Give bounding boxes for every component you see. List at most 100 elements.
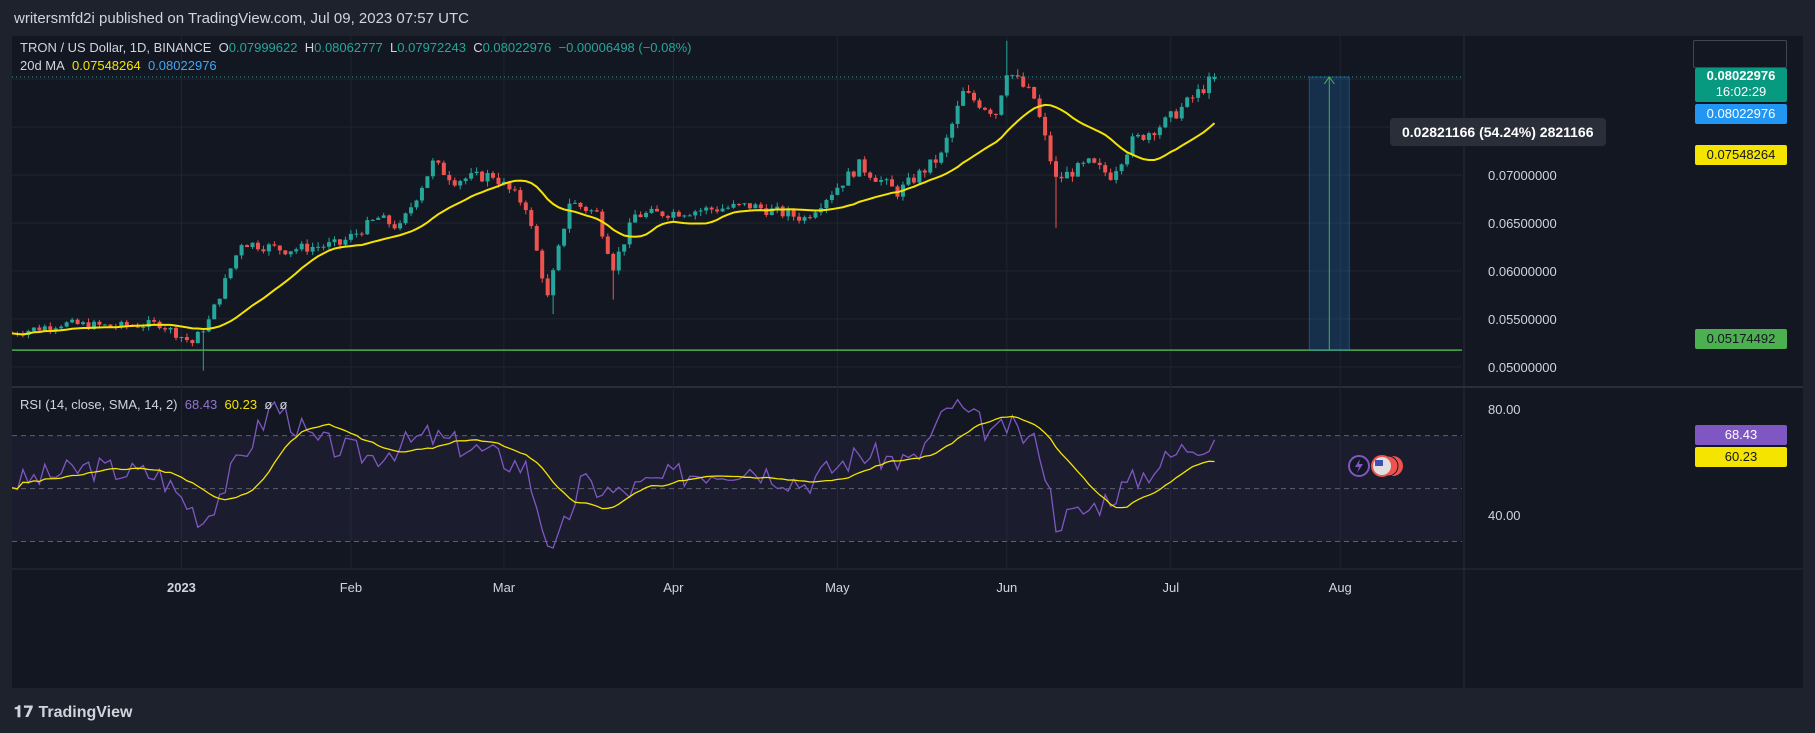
candle [1152, 131, 1157, 141]
candle-body [780, 206, 785, 217]
candle-body [939, 152, 944, 163]
candle [715, 206, 720, 214]
candle-body [633, 214, 638, 223]
candle [1032, 86, 1037, 100]
candle [392, 220, 397, 230]
candle [1146, 131, 1151, 144]
candle-body [556, 245, 561, 271]
candle-body [638, 214, 643, 218]
candle-body [299, 243, 304, 250]
candle [622, 244, 627, 256]
ma-value2: 0.08022976 [147, 58, 217, 73]
candle [808, 214, 813, 220]
candle [720, 204, 725, 212]
candle-body [272, 244, 277, 246]
candle [419, 185, 424, 204]
candle-body [868, 172, 873, 178]
candle [102, 323, 107, 326]
candle [955, 100, 960, 129]
candle-body [693, 211, 698, 216]
candle [687, 213, 692, 217]
candle-body [873, 177, 878, 182]
candle-body [840, 185, 845, 188]
candle [1081, 161, 1086, 167]
candle-body [950, 123, 955, 138]
candle [179, 336, 184, 342]
candle [977, 98, 982, 110]
us-flag-canton-icon [1375, 460, 1383, 466]
candle [1108, 168, 1113, 181]
candle [81, 320, 86, 326]
candle [879, 176, 884, 186]
candle-body [600, 211, 605, 237]
candle-body [108, 324, 113, 327]
candle [48, 322, 53, 335]
candle [283, 250, 288, 256]
candle-body [764, 208, 769, 216]
candle [184, 333, 189, 343]
candle [1015, 69, 1020, 79]
rsi-background [12, 435, 1462, 543]
candle-body [75, 319, 80, 325]
price-tick-label: 0.06000000 [1488, 264, 1557, 279]
candle [1043, 112, 1048, 141]
candle [1097, 158, 1102, 170]
candle [277, 245, 282, 255]
rsi-value: 68.43 [184, 397, 218, 412]
rsi-extra-1: ø [264, 397, 273, 412]
tradingview-logo[interactable]: 𝟏𝟳 TradingView [14, 702, 132, 722]
chart-area[interactable]: 0.07000000 0.06500000 0.06000000 0.05500000… [12, 36, 1803, 688]
candle-body [1026, 86, 1031, 88]
candle-body [332, 239, 337, 243]
candle-body [173, 327, 178, 338]
candle-body [102, 324, 107, 326]
candle-body [682, 215, 687, 217]
candle [611, 252, 616, 300]
candle [261, 245, 266, 254]
candle-body [436, 160, 441, 163]
event-icon-group[interactable] [1347, 454, 1407, 478]
candle-body [879, 180, 884, 182]
candle-body [359, 233, 364, 235]
candle-body [1103, 165, 1108, 173]
candle-body [277, 245, 282, 251]
candle [1190, 95, 1195, 103]
candle-body [736, 203, 741, 205]
candle-body [1196, 89, 1201, 98]
candle-body [376, 217, 381, 220]
candle [398, 220, 403, 231]
rsi-extra-2: ø [279, 397, 288, 412]
candle-body [387, 215, 392, 225]
candle [999, 95, 1004, 116]
price-scale-top-box[interactable] [1693, 40, 1787, 68]
candle-body [851, 171, 856, 177]
candle [742, 202, 747, 207]
candle-body [1032, 87, 1037, 99]
publisher-line: writersmfd2i published on TradingView.co… [14, 10, 469, 27]
candle [802, 215, 807, 224]
candle [1070, 168, 1075, 182]
candle-body [1010, 75, 1015, 77]
candle-body [747, 203, 752, 209]
candle [239, 243, 244, 260]
measure-tooltip: 0.02821166 (54.24%) 2821166 [1390, 118, 1606, 146]
candle [1130, 133, 1135, 158]
candle-body [425, 176, 430, 188]
candle-body [152, 319, 157, 322]
candle-body [403, 213, 408, 224]
low-value: 0.07972243 [397, 40, 466, 55]
candle-body [884, 179, 889, 181]
event-icons[interactable] [1347, 454, 1407, 483]
candle [922, 168, 927, 178]
candle-body [305, 243, 310, 252]
candle-body [430, 160, 435, 177]
candle-body [1152, 133, 1157, 136]
candle [917, 168, 922, 185]
candle-body [824, 200, 829, 209]
candle [933, 154, 938, 169]
candle-body [1048, 135, 1053, 162]
ma-value: 0.07548264 [72, 58, 141, 73]
ma-legend: 20d MA 0.07548264 0.08022976 [20, 58, 217, 73]
candle-body [217, 298, 222, 305]
chart-canvas[interactable]: 0.07000000 0.06500000 0.06000000 0.05500000… [12, 36, 1803, 688]
